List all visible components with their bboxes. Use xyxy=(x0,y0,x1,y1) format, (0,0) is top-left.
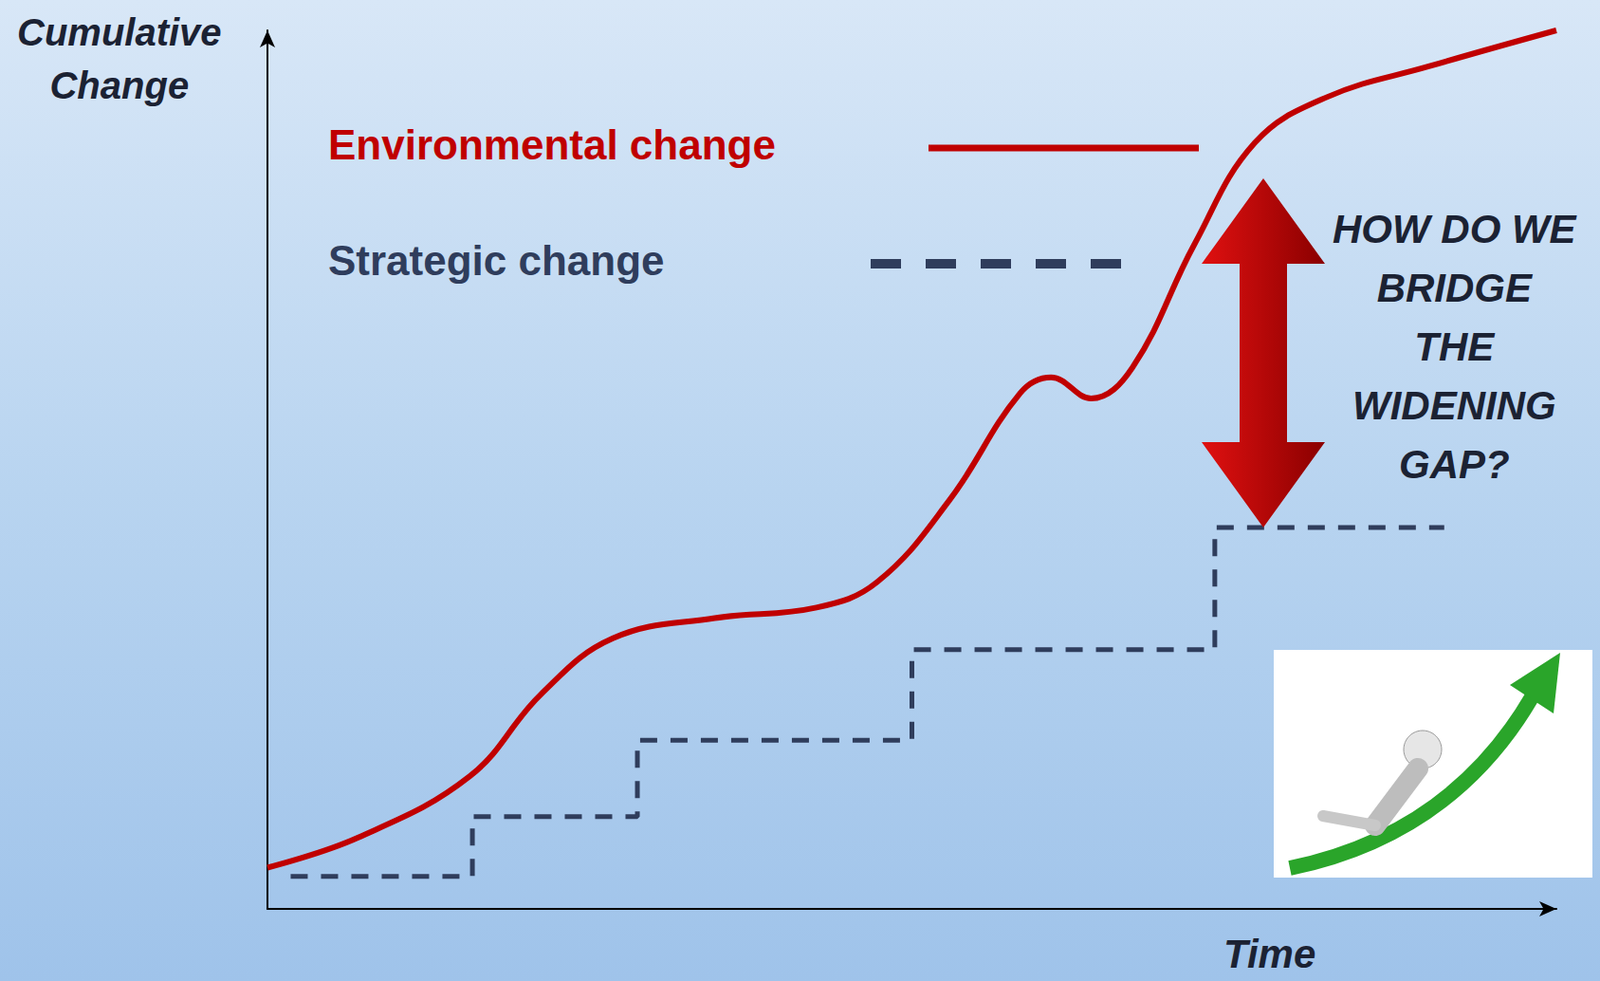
svg-text:Time: Time xyxy=(1223,931,1316,976)
svg-text:Environmental change: Environmental change xyxy=(328,121,776,168)
svg-text:HOW DO WE: HOW DO WE xyxy=(1332,206,1579,252)
svg-text:WIDENING: WIDENING xyxy=(1352,383,1557,428)
svg-text:Strategic change: Strategic change xyxy=(328,237,665,284)
svg-text:GAP?: GAP? xyxy=(1398,441,1510,487)
svg-text:Cumulative: Cumulative xyxy=(17,11,222,54)
svg-text:BRIDGE: BRIDGE xyxy=(1377,265,1534,311)
svg-text:Change: Change xyxy=(49,64,189,107)
svg-text:THE: THE xyxy=(1414,324,1496,369)
